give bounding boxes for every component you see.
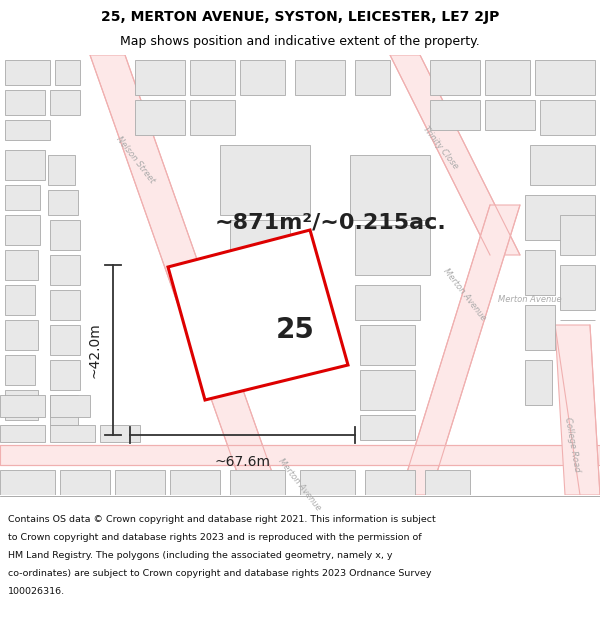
Polygon shape xyxy=(50,395,78,425)
Polygon shape xyxy=(525,250,555,295)
Polygon shape xyxy=(485,100,535,130)
Polygon shape xyxy=(48,155,75,185)
Text: Nelson Street: Nelson Street xyxy=(114,135,156,185)
Polygon shape xyxy=(5,285,35,315)
Text: ~67.6m: ~67.6m xyxy=(215,455,271,469)
Text: to Crown copyright and database rights 2023 and is reproduced with the permissio: to Crown copyright and database rights 2… xyxy=(8,533,422,542)
Polygon shape xyxy=(50,395,90,417)
Polygon shape xyxy=(355,225,430,275)
Polygon shape xyxy=(355,285,420,320)
Polygon shape xyxy=(0,425,45,442)
Polygon shape xyxy=(5,250,38,280)
Text: 100026316.: 100026316. xyxy=(8,587,65,596)
Polygon shape xyxy=(300,470,355,495)
Polygon shape xyxy=(400,205,520,495)
Polygon shape xyxy=(5,390,38,420)
Polygon shape xyxy=(5,215,40,245)
Polygon shape xyxy=(360,370,415,410)
Polygon shape xyxy=(0,470,55,495)
Polygon shape xyxy=(525,195,595,240)
Text: Merton Avenue: Merton Avenue xyxy=(442,267,488,323)
Polygon shape xyxy=(240,60,285,95)
Polygon shape xyxy=(485,60,530,95)
Polygon shape xyxy=(55,60,80,85)
Polygon shape xyxy=(365,470,415,495)
Text: 25, MERTON AVENUE, SYSTON, LEICESTER, LE7 2JP: 25, MERTON AVENUE, SYSTON, LEICESTER, LE… xyxy=(101,9,499,24)
Polygon shape xyxy=(90,55,280,495)
Polygon shape xyxy=(430,100,480,130)
Text: Merton Avenue: Merton Avenue xyxy=(498,296,562,304)
Polygon shape xyxy=(50,290,80,320)
Polygon shape xyxy=(525,305,555,350)
Polygon shape xyxy=(135,60,185,95)
Polygon shape xyxy=(5,320,38,350)
Polygon shape xyxy=(50,255,80,285)
Polygon shape xyxy=(170,470,220,495)
Text: ~42.0m: ~42.0m xyxy=(87,322,101,378)
Text: ~871m²/~0.215ac.: ~871m²/~0.215ac. xyxy=(215,213,447,233)
Polygon shape xyxy=(50,90,80,115)
Polygon shape xyxy=(60,470,110,495)
Polygon shape xyxy=(48,190,78,215)
Polygon shape xyxy=(168,230,348,400)
Polygon shape xyxy=(50,220,80,250)
Polygon shape xyxy=(5,120,50,140)
Polygon shape xyxy=(390,55,520,255)
Text: Map shows position and indicative extent of the property.: Map shows position and indicative extent… xyxy=(120,35,480,48)
Text: College Road: College Road xyxy=(563,417,581,473)
Polygon shape xyxy=(190,100,235,135)
Polygon shape xyxy=(135,100,185,135)
Text: HM Land Registry. The polygons (including the associated geometry, namely x, y: HM Land Registry. The polygons (includin… xyxy=(8,551,392,560)
Polygon shape xyxy=(295,60,345,95)
Polygon shape xyxy=(230,220,290,265)
Text: co-ordinates) are subject to Crown copyright and database rights 2023 Ordnance S: co-ordinates) are subject to Crown copyr… xyxy=(8,569,431,578)
Polygon shape xyxy=(355,60,390,95)
Polygon shape xyxy=(50,425,95,442)
Polygon shape xyxy=(190,60,235,95)
Text: Merton Avenue: Merton Avenue xyxy=(277,457,323,513)
Polygon shape xyxy=(230,470,285,495)
Polygon shape xyxy=(100,425,140,442)
Polygon shape xyxy=(5,185,40,210)
Polygon shape xyxy=(560,265,595,310)
Polygon shape xyxy=(50,325,80,355)
Polygon shape xyxy=(5,355,35,385)
Polygon shape xyxy=(560,215,595,255)
Polygon shape xyxy=(425,470,470,495)
Polygon shape xyxy=(360,415,415,440)
Polygon shape xyxy=(5,60,50,85)
Polygon shape xyxy=(555,325,600,495)
Polygon shape xyxy=(0,445,600,465)
Polygon shape xyxy=(430,60,480,95)
Polygon shape xyxy=(5,90,45,115)
Text: Contains OS data © Crown copyright and database right 2021. This information is : Contains OS data © Crown copyright and d… xyxy=(8,515,436,524)
Polygon shape xyxy=(0,395,45,417)
Polygon shape xyxy=(220,145,310,215)
Text: Trinity Close: Trinity Close xyxy=(421,125,460,171)
Polygon shape xyxy=(530,145,595,185)
Polygon shape xyxy=(50,360,80,390)
Polygon shape xyxy=(525,360,552,405)
Polygon shape xyxy=(350,155,430,220)
Polygon shape xyxy=(540,100,595,135)
Polygon shape xyxy=(5,150,45,180)
Text: 25: 25 xyxy=(275,316,314,344)
Polygon shape xyxy=(115,470,165,495)
Polygon shape xyxy=(360,325,415,365)
Polygon shape xyxy=(535,60,595,95)
